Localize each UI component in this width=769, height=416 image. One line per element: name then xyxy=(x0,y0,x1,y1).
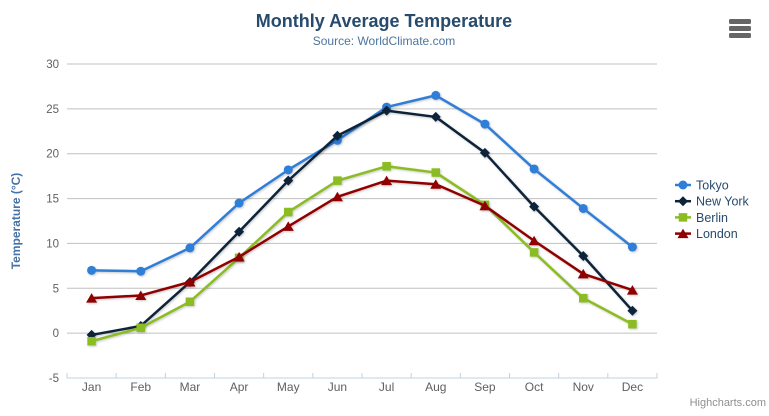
series-london xyxy=(86,175,638,303)
legend-group: Tokyo New York Berlin London xyxy=(675,179,750,241)
data-point-tokyo-aug[interactable] xyxy=(431,90,441,100)
data-point-berlin-nov[interactable] xyxy=(579,293,588,303)
legend-marker-london xyxy=(677,228,689,239)
data-point-new-york-aug[interactable] xyxy=(430,111,441,122)
y-axis-label: -5 xyxy=(49,373,59,385)
data-point-new-york-jul[interactable] xyxy=(381,105,392,116)
data-point-london-jul[interactable] xyxy=(381,175,393,186)
series-line-london[interactable] xyxy=(90,179,634,300)
data-point-new-york-may[interactable] xyxy=(283,175,294,186)
y-axis-label: 15 xyxy=(46,194,59,206)
data-point-berlin-jul[interactable] xyxy=(382,162,391,171)
axis-group xyxy=(66,373,658,379)
data-point-berlin-may[interactable] xyxy=(284,207,293,217)
data-point-tokyo-mar[interactable] xyxy=(185,243,195,253)
data-point-tokyo-sep[interactable] xyxy=(480,119,490,129)
export-menu-button[interactable] xyxy=(729,19,755,41)
y-axis-label: 20 xyxy=(46,149,59,161)
series-line-berlin[interactable] xyxy=(90,165,634,343)
data-point-berlin-mar[interactable] xyxy=(185,297,195,306)
x-axis-label: Jul xyxy=(379,380,394,394)
x-axis-label: May xyxy=(277,380,300,394)
legend-marker-berlin xyxy=(678,213,688,222)
data-point-london-aug[interactable] xyxy=(430,179,442,189)
data-point-berlin-feb[interactable] xyxy=(136,323,146,333)
data-point-tokyo-may[interactable] xyxy=(283,165,293,175)
data-point-berlin-dec[interactable] xyxy=(628,319,637,329)
y-axis-label: 0 xyxy=(53,328,59,340)
data-point-tokyo-dec[interactable] xyxy=(627,242,637,252)
x-axis-label: Nov xyxy=(573,380,594,394)
grid-group xyxy=(67,63,657,334)
x-axis-label: Sep xyxy=(474,380,496,394)
legend-label-london: London xyxy=(696,227,738,241)
data-point-london-feb[interactable] xyxy=(135,290,147,300)
data-point-new-york-nov[interactable] xyxy=(578,250,589,261)
data-point-berlin-oct[interactable] xyxy=(529,248,539,257)
data-point-berlin-aug[interactable] xyxy=(431,168,441,177)
y-axis-label: 30 xyxy=(46,59,59,71)
data-point-new-york-apr[interactable] xyxy=(234,226,245,237)
legend-marker-tokyo xyxy=(678,180,688,190)
x-axis-label: Mar xyxy=(180,380,201,394)
legend-item-berlin[interactable]: Berlin xyxy=(675,211,728,225)
labels-group: 30 25 20 15 10 5 0 -5 Jan Feb Mar Apr May Jun Jul Aug Se… xyxy=(46,59,643,394)
data-point-new-york-jun[interactable] xyxy=(332,130,343,141)
series-line-new-york[interactable] xyxy=(90,109,634,337)
data-point-tokyo-apr[interactable] xyxy=(234,198,244,208)
data-point-tokyo-feb[interactable] xyxy=(136,266,146,276)
x-axis-label: Jan xyxy=(82,380,101,394)
y-axis-label: 10 xyxy=(46,238,59,250)
data-point-tokyo-nov[interactable] xyxy=(578,203,588,213)
x-axis-label: Dec xyxy=(622,380,643,394)
data-point-tokyo-oct[interactable] xyxy=(529,164,539,174)
data-point-london-nov[interactable] xyxy=(577,268,589,279)
data-point-london-sep[interactable] xyxy=(479,200,491,211)
data-point-tokyo-jan[interactable] xyxy=(87,265,97,275)
x-axis-label: Jun xyxy=(328,380,347,394)
x-axis-label: Apr xyxy=(230,380,249,394)
data-point-london-oct[interactable] xyxy=(528,235,540,246)
legend-label-berlin: Berlin xyxy=(696,211,728,225)
x-axis-label: Feb xyxy=(130,380,151,394)
data-point-new-york-sep[interactable] xyxy=(479,147,490,158)
chart-title: Monthly Average Temperature xyxy=(256,11,512,31)
y-axis-label: 25 xyxy=(46,104,59,116)
data-point-london-mar[interactable] xyxy=(184,277,196,287)
x-axis-label: Aug xyxy=(425,380,446,394)
legend-item-tokyo[interactable]: Tokyo xyxy=(675,179,729,193)
y-axis-title: Temperature (°C) xyxy=(9,173,23,270)
data-point-london-dec[interactable] xyxy=(626,285,638,295)
data-point-berlin-jun[interactable] xyxy=(333,176,342,185)
series-new-york xyxy=(86,105,638,340)
legend-marker-new-york xyxy=(678,196,688,207)
legend-label-new-york: New York xyxy=(696,195,750,209)
series-tokyo xyxy=(87,90,637,276)
data-point-london-jun[interactable] xyxy=(331,191,343,202)
chart-subtitle: Source: WorldClimate.com xyxy=(313,34,456,48)
series-root xyxy=(86,90,638,346)
data-point-london-may[interactable] xyxy=(282,221,294,231)
data-point-london-jan[interactable] xyxy=(86,293,98,303)
data-point-new-york-oct[interactable] xyxy=(529,201,540,212)
x-axis-label: Oct xyxy=(525,380,544,394)
legend-item-new-york[interactable]: New York xyxy=(675,195,750,209)
series-line-tokyo[interactable] xyxy=(90,94,634,273)
data-point-berlin-jan[interactable] xyxy=(87,336,96,346)
data-point-new-york-dec[interactable] xyxy=(627,305,638,316)
legend-label-tokyo: Tokyo xyxy=(696,179,729,193)
legend-item-london[interactable]: London xyxy=(675,227,738,241)
data-point-london-apr[interactable] xyxy=(233,251,245,262)
credits-link[interactable]: Highcharts.com xyxy=(690,397,766,409)
y-axis-label: 5 xyxy=(53,283,59,295)
